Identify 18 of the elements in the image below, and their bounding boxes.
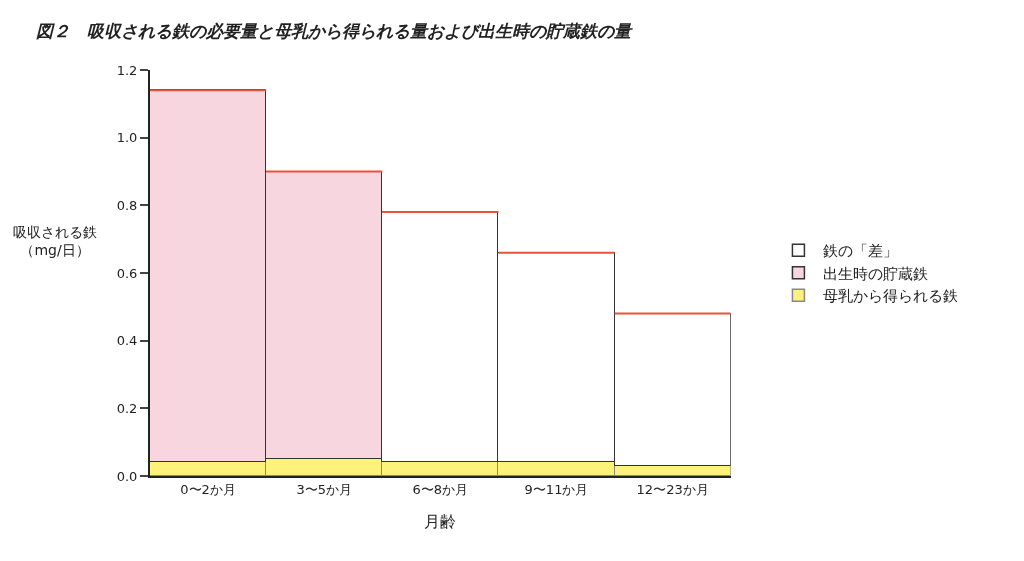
x-tick-label: 3〜5か月: [296, 481, 352, 497]
y-tick-label: 1.2: [116, 62, 138, 78]
chart-title: 図２ 吸収される鉄の必要量と母乳から得られる量および出生時の貯蔵鉄の量: [35, 21, 633, 42]
y-tick-label: 0.2: [116, 400, 138, 416]
x-tick-label: 9〜11か月: [524, 481, 589, 497]
x-axis-title: 月齢: [424, 511, 457, 531]
y-tick-label: 1.0: [116, 130, 138, 146]
y-tick-label: 0.8: [116, 197, 138, 213]
y-axis-title: 吸収される鉄（mg/日）: [13, 224, 97, 259]
y-tick-label: 0.0: [116, 468, 138, 484]
x-tick-label: 0〜2か月: [180, 481, 236, 497]
x-tick-label: 6〜8か月: [412, 481, 469, 497]
legend-label: 鉄の「差」: [823, 242, 899, 261]
x-tick-label: 12〜23か月: [636, 481, 709, 497]
legend-label: 出生時の貯蔵鉄: [823, 264, 929, 283]
y-tick-label: 0.6: [116, 265, 138, 281]
legend-label: 母乳から得られる鉄: [823, 287, 959, 306]
y-tick-label: 0.4: [116, 333, 138, 349]
